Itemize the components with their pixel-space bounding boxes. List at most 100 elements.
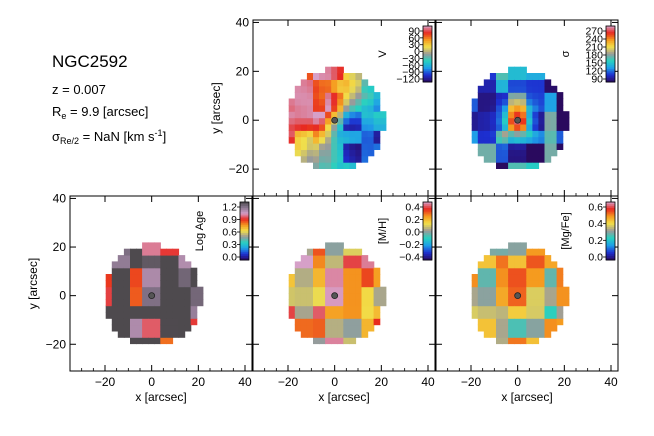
map-bin (148, 337, 155, 345)
map-bin (130, 274, 137, 281)
map-bin (130, 293, 137, 300)
colorbar-strip (606, 61, 615, 64)
colorbar-strip (606, 70, 615, 74)
map-bin (294, 111, 302, 119)
map-bin (489, 286, 497, 294)
map-bin (532, 149, 540, 157)
map-bin (142, 293, 149, 300)
map-bin (526, 155, 533, 163)
map-bin (544, 111, 552, 119)
colorbar-strip (606, 52, 615, 55)
map-bin (349, 85, 357, 93)
map-bin (154, 330, 161, 338)
map-bin (306, 149, 314, 157)
map-bin (471, 117, 479, 125)
colorbar-strip (423, 215, 432, 218)
map-bin (184, 305, 192, 313)
map-bin (349, 143, 357, 150)
map-bin (508, 123, 515, 131)
panel-frame (252, 195, 436, 372)
map-bin (349, 261, 357, 269)
y-axis-label: y [arcsec] (26, 258, 40, 309)
map-bin (471, 311, 479, 319)
map-bin (550, 130, 558, 138)
map-bin (300, 324, 308, 332)
map-bin (532, 136, 540, 144)
map-bin (367, 130, 375, 138)
map-bin (325, 267, 332, 275)
map-bin (294, 286, 302, 294)
colorbar-strip (240, 252, 249, 255)
map-bin (148, 330, 155, 338)
map-bin (550, 324, 558, 332)
map-bin (123, 280, 131, 288)
map-bin (331, 66, 338, 74)
map-bin (496, 85, 503, 93)
re-subscript: e (61, 111, 67, 121)
colorbar-strip (423, 74, 432, 77)
map-bin (306, 255, 314, 262)
map-bin (544, 274, 552, 281)
map-bin (349, 274, 357, 281)
map-bin (313, 248, 320, 256)
map-bin (142, 274, 149, 281)
map-bin (532, 104, 540, 112)
map-bin (136, 248, 143, 256)
map-bin (160, 330, 167, 338)
map-bin (319, 117, 326, 125)
map-bin (117, 324, 125, 332)
map-bin (514, 299, 521, 307)
map-bin (337, 104, 344, 112)
map-bin (337, 248, 344, 256)
map-bin (130, 261, 137, 269)
map-bin (306, 299, 314, 307)
map-bin (349, 293, 357, 300)
map-bin (172, 274, 180, 281)
map-bin (325, 98, 332, 106)
map-bin (313, 155, 320, 163)
map-bin (337, 111, 344, 119)
map-bin (526, 286, 533, 294)
map-bin (367, 293, 375, 300)
colorbar-strip (240, 215, 249, 218)
colorbar-strip (423, 50, 432, 53)
map-bin (343, 85, 350, 93)
map-bin (361, 130, 369, 138)
map-bin (154, 299, 161, 307)
map-bin (142, 311, 149, 319)
colorbar-strip (606, 63, 615, 66)
map-bin (130, 311, 137, 319)
colorbar-tick-label: 0.9 (222, 214, 237, 226)
map-bin (343, 267, 350, 275)
map-bin (172, 330, 180, 338)
colorbar-strip (606, 240, 615, 244)
map-bin (196, 293, 204, 300)
map-bin (496, 337, 503, 345)
map-bin (379, 293, 387, 300)
map-bin (550, 111, 558, 119)
map-bin (556, 305, 564, 313)
map-bin (154, 255, 161, 262)
colorbar-tick-label: 30 (408, 39, 420, 51)
map-bin (483, 261, 491, 269)
map-bin (514, 143, 521, 150)
map-bin (477, 111, 485, 119)
colorbar-strip (423, 80, 432, 83)
map-bin (508, 85, 515, 93)
effective-radius-label: Re = 9.9 [arcsec] (52, 104, 148, 121)
map-bin (130, 318, 137, 326)
map-bin (502, 255, 509, 262)
map-bin (556, 143, 564, 150)
map-bin (325, 274, 332, 281)
map-bin (562, 123, 570, 131)
map-bin (520, 98, 527, 106)
map-bin (123, 255, 131, 262)
map-bin (538, 267, 546, 275)
colorbar-strip (423, 68, 432, 72)
map-bin (160, 305, 167, 313)
map-bin (355, 104, 363, 112)
map-bin (105, 274, 113, 281)
map-bin (319, 149, 326, 157)
map-bin (160, 299, 167, 307)
map-bin (166, 318, 174, 326)
